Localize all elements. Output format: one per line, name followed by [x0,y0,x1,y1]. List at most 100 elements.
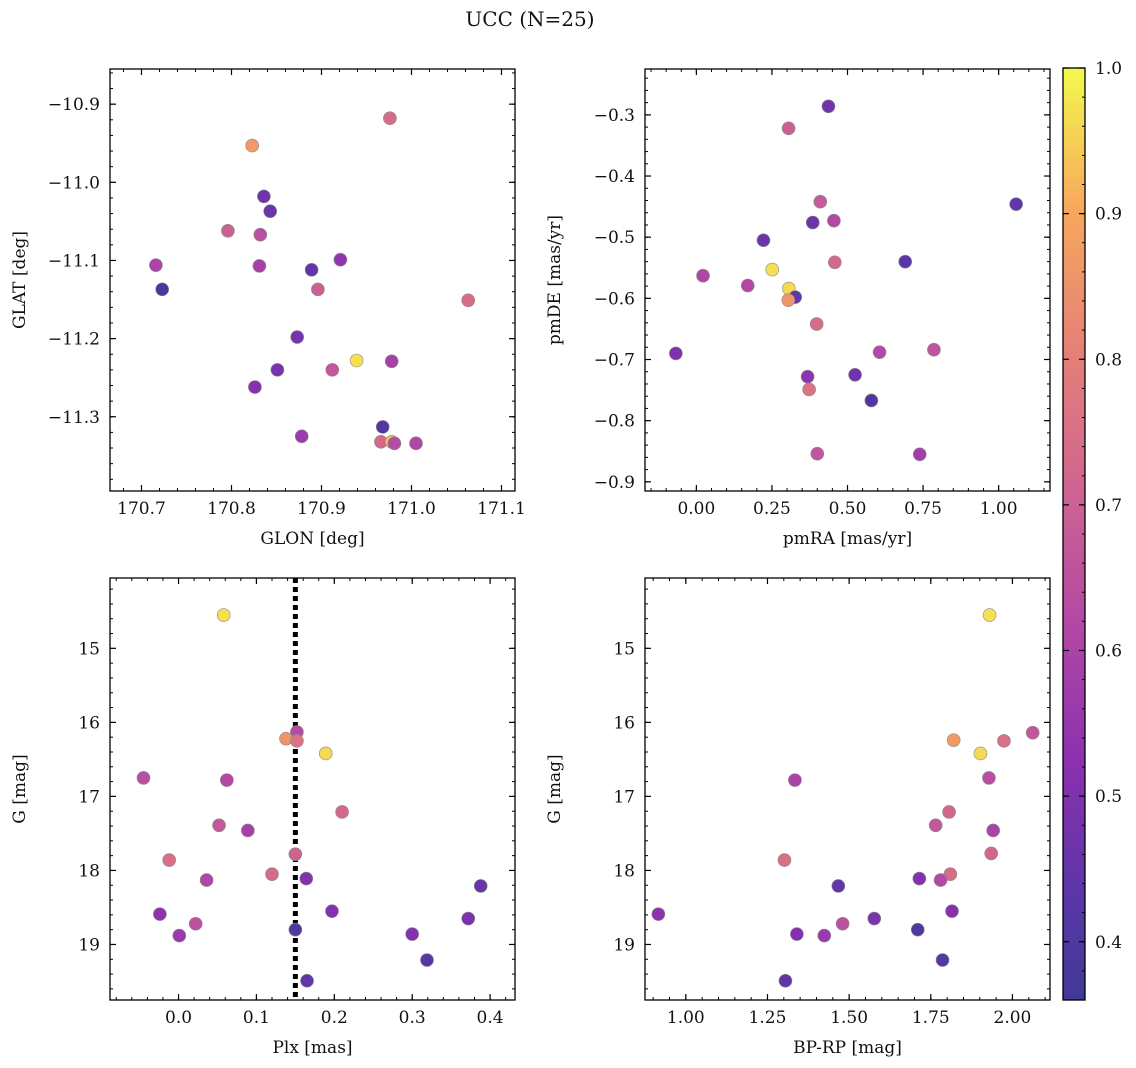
data-point [216,608,231,622]
y-tick-label: 16 [613,713,635,733]
data-point [461,911,476,926]
data-point [973,746,988,761]
x-tick-label: 0.00 [677,499,715,519]
data-point [270,363,285,377]
data-point [461,293,476,308]
data-point [318,746,333,761]
y-tick-label: −0.7 [594,351,635,371]
x-tick-label: 0.2 [321,1008,348,1028]
y-tick-label: −0.3 [594,106,635,126]
x-tick-label: 0.3 [399,1008,426,1028]
data-point [756,233,771,248]
axes-frame [109,68,516,492]
colorbar-tick-label: 0.8 [1095,350,1122,370]
data-point [290,734,304,748]
data-point [898,254,913,269]
data-point [817,928,832,943]
x-tick-label: 0.1 [243,1008,270,1028]
colorbar: 0.4 0.5 0.6 0.7 0.8 0.9 1.0 [1062,59,1122,1001]
data-point [288,847,303,861]
data-point [252,259,267,273]
data-point [790,927,804,941]
y-tick-label: 19 [613,935,635,955]
y-axis-label: G [mag] [10,754,30,823]
axes-frame [109,577,516,1001]
data-point [912,871,927,886]
panel-glon-glat: GLON [deg] GLAT [deg] 170.7 170.8 170.9 171… [10,68,526,549]
panel-pmra-pmde: pmRA [mas/yr] pmDE [mas/yr] 0.00 0.25 0.50… [545,68,1051,549]
data-point [299,871,314,886]
data-point [946,733,961,747]
data-point [788,773,802,787]
data-point [669,346,683,361]
data-point [288,922,303,937]
data-point [383,111,397,126]
data-point [155,282,169,297]
data-point [212,818,226,833]
data-point [172,928,187,943]
y-tick-label: −11.3 [48,408,100,428]
x-axis-label: BP-RP [mag] [793,1038,902,1058]
data-point [933,873,948,887]
y-tick-label: 17 [613,787,635,807]
data-point [800,369,815,384]
x-tick-label: 0.25 [753,499,791,519]
data-point [912,447,927,462]
data-point [300,973,314,988]
colorbar-tick-label: 0.4 [1095,933,1122,953]
x-tick-label: 0.4 [477,1008,504,1028]
colorbar-gradient [1062,67,1086,1001]
data-point [221,223,235,238]
data-point [945,904,959,918]
data-point [927,342,941,357]
axes-frame [644,68,1051,492]
data-point [872,345,887,359]
y-tick-label: 15 [78,639,100,659]
y-tick-label: −11.0 [48,173,100,193]
x-tick-label: 1.75 [912,1008,950,1028]
data-point [765,262,780,277]
colorbar-tick-label: 0.7 [1095,496,1122,516]
data-point [153,907,167,921]
y-tick-label: −0.5 [594,228,635,248]
y-axis-label: GLAT [deg] [10,231,30,329]
colorbar-tick-label: 0.5 [1095,787,1122,807]
x-tick-label: 1.00 [667,1008,705,1028]
data-point [290,330,305,344]
axes-frame [644,577,1051,1001]
data-point [304,263,319,277]
data-point [827,213,841,228]
x-tick-label: 2.00 [994,1008,1032,1028]
data-point [384,354,399,369]
y-tick-label: 18 [613,861,635,881]
data-point [805,215,820,230]
data-point [311,282,325,297]
data-point [997,734,1011,748]
colorbar-tick-label: 0.9 [1095,205,1122,225]
data-point [136,771,151,785]
colorbar-tick-label: 1.0 [1095,59,1122,79]
data-point [696,268,710,283]
figure-title: UCC (N=25) [465,7,594,31]
data-point [942,805,956,819]
x-tick-label: 1.50 [830,1008,868,1028]
y-tick-label: 17 [78,787,100,807]
data-point [162,853,176,867]
x-axis-label: Plx [mas] [272,1038,352,1058]
x-tick-label: 170.9 [297,499,346,519]
data-point [982,608,997,622]
data-point [935,953,950,967]
data-point [245,138,259,153]
data-point [241,823,255,838]
data-point [809,317,824,331]
x-tick-label: 0.75 [904,499,942,519]
data-point [740,278,755,293]
data-point [405,927,419,941]
data-point [199,873,214,887]
y-tick-label: −10.9 [48,95,100,115]
data-point [473,879,488,893]
y-axis-label: G [mag] [545,754,565,823]
data-point [420,953,434,967]
data-point [349,353,364,368]
